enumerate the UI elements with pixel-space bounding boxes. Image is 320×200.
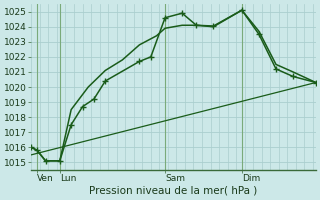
X-axis label: Pression niveau de la mer( hPa ): Pression niveau de la mer( hPa ): [90, 186, 258, 196]
